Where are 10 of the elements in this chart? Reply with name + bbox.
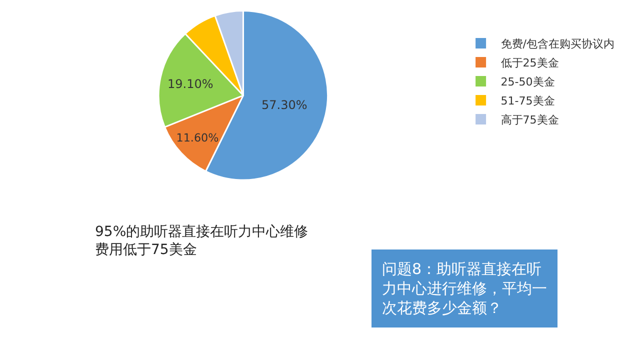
data-label: 19.10% bbox=[168, 76, 214, 91]
text: 95%的助听器直接在听力中心维修费用低于75美金 bbox=[95, 224, 308, 258]
data-label: 57.30% bbox=[262, 98, 308, 112]
legend-label: 高于75美金 bbox=[500, 114, 559, 127]
text: 问题8：助听器直接在听力中心进行维修，平均一次花费多少金额？ bbox=[382, 260, 547, 317]
data-label: 11.60% bbox=[176, 132, 219, 145]
legend-label: 免费/包含在购买协议内 bbox=[500, 38, 615, 51]
legend-label: 51-75美金 bbox=[500, 94, 555, 108]
legend-label: 低于25美金 bbox=[500, 56, 559, 70]
legend-label: 25-50美金 bbox=[500, 76, 555, 89]
